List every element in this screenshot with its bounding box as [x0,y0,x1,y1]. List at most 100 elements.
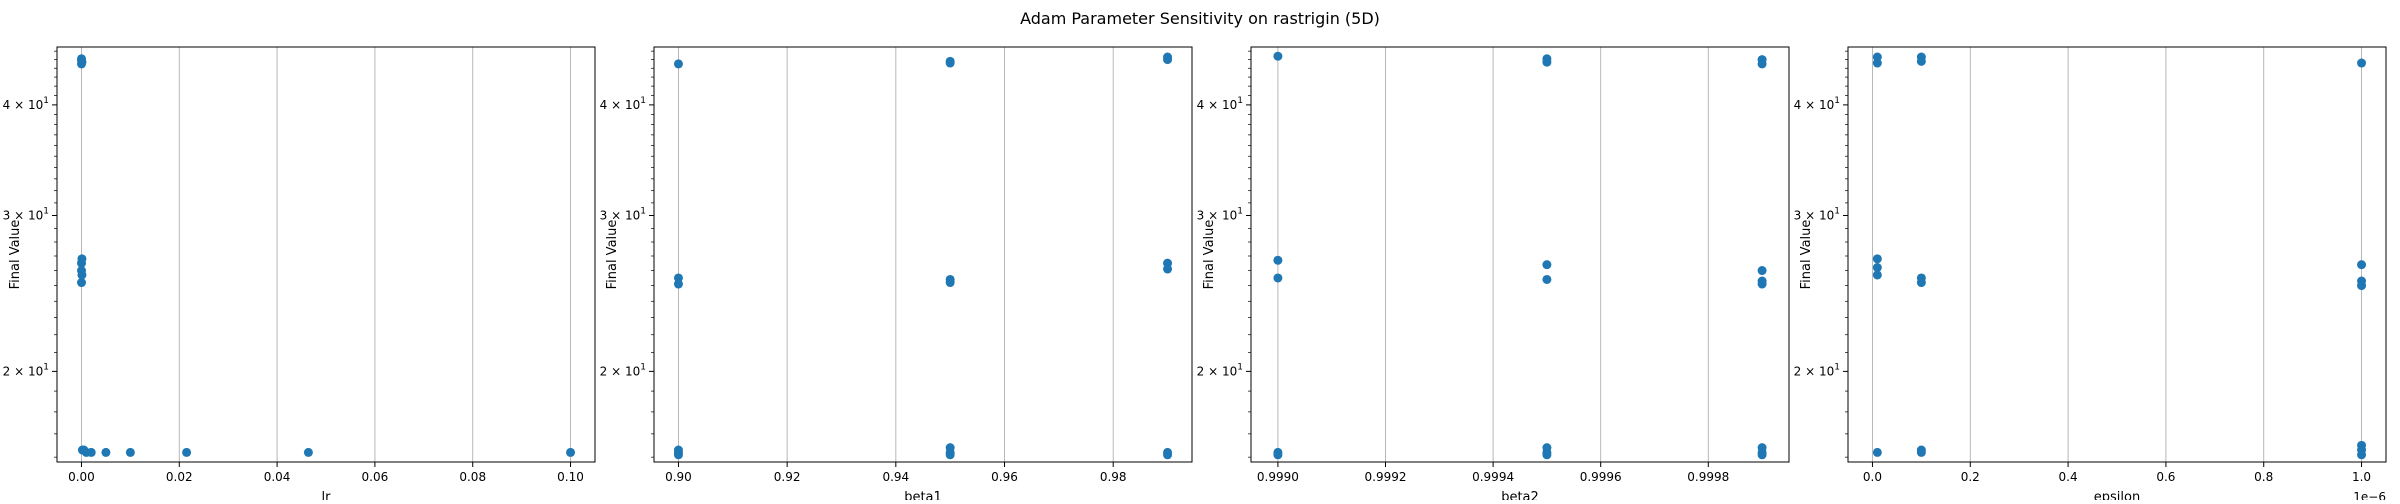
x-tick-label: 0.6 [2156,470,2175,484]
y-axis-label: Final Value [1799,220,1814,290]
y-axis-label: Final Value [605,220,620,290]
x-tick-label: 0.92 [774,470,801,484]
x-tick-label: 0.04 [264,470,291,484]
data-point [673,450,683,460]
x-tick-label: 1.0 [2352,470,2371,484]
y-tick-exponent: 1 [1834,362,1840,372]
x-tick-label: 0.90 [665,470,692,484]
x-tick-label: 0.00 [68,470,95,484]
y-tick-exponent: 1 [1237,96,1243,106]
y-tick-label: 3 × 101 [1197,206,1243,222]
x-tick-label: 0.2 [1961,470,1980,484]
data-point [1757,266,1767,276]
data-point [2357,260,2367,270]
x-tick-label: 0.9994 [1472,470,1514,484]
y-tick-label: 2 × 101 [1794,362,1840,378]
data-point [2357,450,2367,460]
y-tick-exponent: 1 [640,362,646,372]
data-point [86,447,96,457]
axes-frame [653,46,1193,463]
data-point [673,59,683,69]
y-tick-label: 4 × 101 [600,96,646,112]
y-tick-exponent: 1 [1237,206,1243,216]
data-point [1872,58,1882,68]
data-point [1273,255,1283,265]
data-point [1163,450,1173,460]
data-point [945,450,955,460]
y-tick-exponent: 1 [640,206,646,216]
x-tick-label: 0.02 [166,470,193,484]
data-point [566,447,576,457]
data-point [1273,51,1283,61]
data-point [303,447,313,457]
data-point [1273,450,1283,460]
y-tick-label: 4 × 101 [1794,96,1840,112]
y-tick-label: 3 × 101 [600,206,646,222]
x-tick-label: 0.10 [557,470,584,484]
x-tick-label: 0.98 [1100,470,1127,484]
data-point [1872,447,1882,457]
data-point [1757,279,1767,289]
axes-frame [1250,46,1790,463]
y-tick-label: 4 × 101 [1197,96,1243,112]
data-point [1757,450,1767,460]
data-point [77,270,87,280]
data-point [1916,447,1926,457]
data-point [945,56,955,66]
data-point [2357,58,2367,68]
x-tick-label: 0.8 [2254,470,2273,484]
y-tick-mantissa: 3 × 10 [600,208,641,222]
y-tick-mantissa: 2 × 10 [1794,364,1835,378]
y-tick-exponent: 1 [43,96,49,106]
x-tick-label: 0.0 [1863,470,1882,484]
y-tick-mantissa: 2 × 10 [600,364,641,378]
x-tick-label: 0.08 [459,470,486,484]
data-point [77,254,87,264]
y-tick-label: 3 × 101 [1794,206,1840,222]
y-axis-label: Final Value [8,220,23,290]
x-tick-label: 0.9996 [1580,470,1622,484]
data-point [1542,57,1552,67]
data-point [1273,273,1283,283]
y-tick-label: 3 × 101 [3,206,49,222]
y-tick-mantissa: 3 × 10 [3,208,44,222]
y-tick-label: 4 × 101 [3,96,49,112]
y-tick-label: 2 × 101 [3,362,49,378]
data-point [182,447,192,457]
y-tick-exponent: 1 [43,206,49,216]
data-point [1542,450,1552,460]
data-point [945,278,955,288]
y-tick-mantissa: 4 × 10 [1197,98,1238,112]
x-tick-label: 0.96 [991,470,1018,484]
x-offset-text: 1e−6 [2353,490,2386,500]
y-tick-mantissa: 4 × 10 [3,98,44,112]
y-tick-mantissa: 3 × 10 [1197,208,1238,222]
axes-frame [1847,46,2387,463]
data-point [1163,55,1173,65]
x-tick-label: 0.06 [362,470,389,484]
x-axis-label: lr [322,490,332,500]
x-tick-label: 0.9998 [1687,470,1729,484]
y-tick-exponent: 1 [1237,362,1243,372]
data-point [1872,254,1882,264]
data-point [1916,278,1926,288]
y-tick-label: 2 × 101 [600,362,646,378]
y-tick-mantissa: 2 × 10 [1197,364,1238,378]
x-axis-label: beta1 [904,490,942,500]
y-tick-exponent: 1 [1834,206,1840,216]
data-point [2357,281,2367,291]
y-tick-mantissa: 3 × 10 [1794,208,1835,222]
data-point [125,447,135,457]
y-tick-mantissa: 4 × 10 [1794,98,1835,112]
y-tick-mantissa: 4 × 10 [600,98,641,112]
y-tick-exponent: 1 [1834,96,1840,106]
axes-frame [56,46,596,463]
x-tick-label: 0.4 [2059,470,2078,484]
data-point [1916,56,1926,66]
x-axis-label: beta2 [1501,490,1539,500]
data-point [1542,274,1552,284]
